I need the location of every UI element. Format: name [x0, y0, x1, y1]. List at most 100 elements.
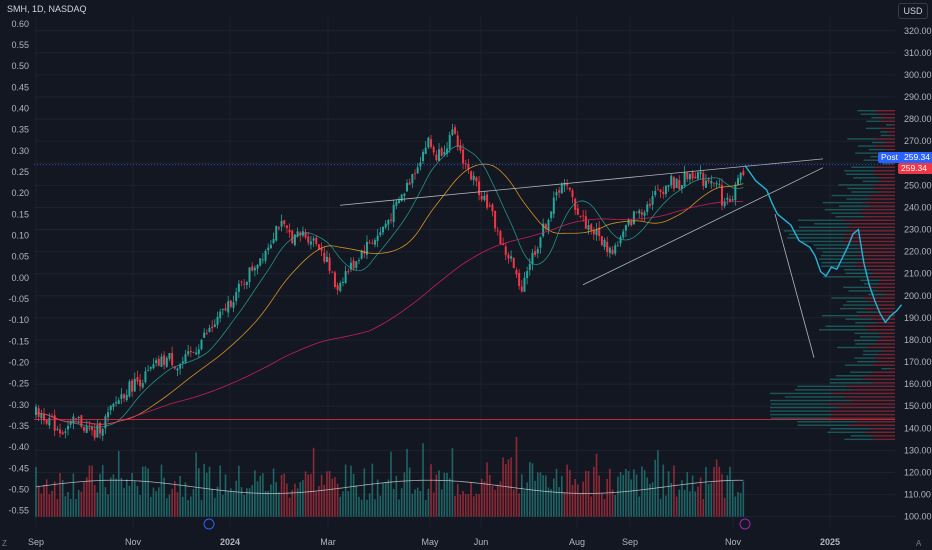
candle-body — [325, 256, 328, 263]
candle-body — [211, 326, 214, 329]
candle-body — [67, 425, 70, 430]
profile-bar-up — [863, 159, 882, 161]
volume-bar — [72, 473, 75, 517]
volume-bar — [376, 479, 379, 517]
candle-body — [365, 241, 368, 255]
profile-bar-down — [830, 410, 895, 412]
candle-body — [718, 184, 721, 186]
right-axis-label: 300.00 — [904, 70, 932, 80]
profile-bar-up — [844, 438, 873, 441]
candle-body — [494, 210, 497, 229]
volume-bar — [491, 485, 494, 517]
profile-bar-up — [840, 307, 866, 310]
volume-bar — [606, 478, 609, 517]
volume-bar — [235, 480, 237, 517]
candle-body — [59, 429, 62, 434]
candle-body — [312, 238, 315, 241]
volume-bar — [168, 494, 171, 517]
volume-bar — [77, 489, 80, 517]
volume-bar — [61, 479, 64, 517]
candle-body — [646, 204, 649, 212]
last-price-tag: 259.34 — [898, 163, 932, 174]
candle-body — [157, 358, 160, 366]
profile-bar-down — [872, 364, 895, 366]
currency-button[interactable]: USD — [898, 3, 928, 19]
profile-bar-down — [847, 226, 895, 229]
candle-body — [309, 241, 312, 245]
profile-bar-up — [843, 304, 876, 306]
volume-bar — [64, 496, 67, 517]
left-axis-label: -0.20 — [8, 358, 29, 368]
x-axis-label: Mar — [320, 537, 336, 547]
volume-bar — [627, 471, 630, 517]
profile-bar-up — [857, 360, 878, 363]
auto-scale-button[interactable]: A — [916, 539, 922, 548]
candle-body — [99, 423, 102, 434]
profile-bar-down — [887, 131, 895, 133]
candle-body — [248, 267, 251, 283]
candle-body — [592, 230, 595, 235]
volume-bar — [216, 486, 219, 517]
profile-bar-down — [869, 269, 895, 271]
candle-body — [163, 355, 166, 365]
volume-bar — [523, 490, 526, 517]
candle-body — [728, 199, 731, 202]
volume-bar — [459, 494, 462, 517]
volume-bar — [686, 472, 689, 517]
candle-body — [379, 232, 382, 236]
left-axis-label: 0.30 — [11, 146, 29, 156]
volume-bar — [440, 489, 443, 517]
candle-body — [552, 197, 555, 214]
volume-bar — [478, 494, 480, 517]
profile-bar-down — [865, 307, 895, 310]
profile-bar-down — [879, 120, 895, 123]
profile-bar-down — [868, 194, 895, 197]
volume-bar — [331, 478, 334, 517]
timezone-button[interactable]: Z — [2, 539, 7, 548]
profile-bar-down — [862, 208, 895, 211]
left-axis-label: 0.05 — [11, 252, 29, 262]
candle-body — [264, 250, 267, 261]
volume-bar — [307, 474, 310, 517]
candle-body — [336, 285, 339, 290]
candle-body — [704, 180, 707, 188]
profile-bar-down — [885, 148, 895, 151]
volume-bar — [363, 468, 366, 517]
volume-bar — [270, 484, 272, 517]
profile-bar-down — [867, 276, 895, 278]
candle-body — [419, 162, 422, 167]
candle-body — [694, 176, 697, 179]
volume-bar — [382, 482, 384, 517]
volume-bar — [561, 476, 563, 517]
volume-bar — [494, 489, 496, 517]
volume-bar — [214, 497, 216, 517]
volume-bar — [515, 436, 518, 517]
volume-bar — [347, 491, 350, 517]
profile-bar-down — [851, 223, 895, 225]
candle-body — [675, 178, 678, 188]
profile-bar-up — [870, 155, 886, 158]
candle-body — [486, 194, 489, 208]
profile-bar-down — [874, 145, 895, 147]
profile-bar-up — [838, 205, 871, 207]
volume-bar — [286, 483, 288, 517]
profile-bar-up — [813, 244, 858, 246]
candle-body — [702, 173, 705, 186]
x-axis-label: Jun — [474, 537, 489, 547]
candle-body — [229, 300, 232, 307]
candle-body — [304, 232, 307, 238]
left-axis-label: 0.15 — [11, 209, 29, 219]
volume-bar — [275, 482, 278, 517]
volume-bar — [101, 464, 104, 517]
candle-body — [323, 252, 326, 262]
candle-body — [37, 408, 40, 417]
volume-bar — [368, 493, 371, 517]
volume-bar — [190, 496, 192, 517]
volume-bar — [638, 496, 641, 517]
right-axis-label: 210.00 — [904, 269, 932, 279]
candle-body — [133, 378, 136, 392]
volume-bar — [182, 496, 184, 517]
profile-bar-down — [849, 424, 895, 426]
profile-bar-down — [880, 180, 895, 183]
